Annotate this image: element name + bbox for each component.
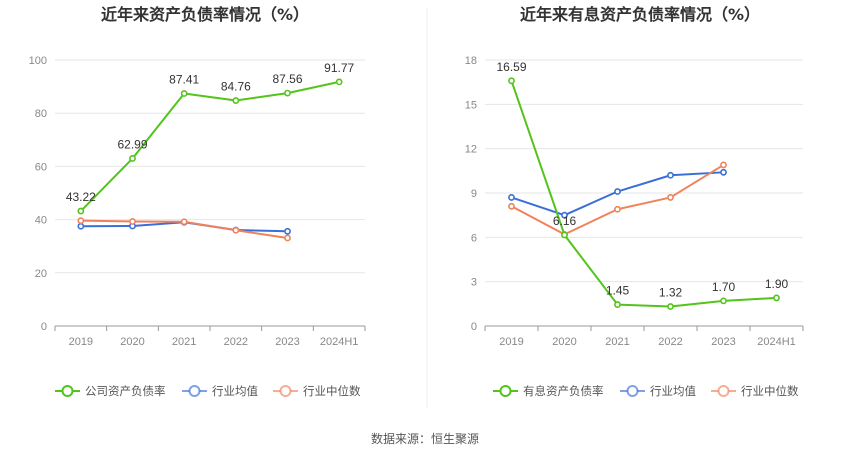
y-tick-label: 6 [471,232,477,244]
data-point[interactable] [232,97,240,104]
legend-item-industry-mean[interactable]: 行业均值 [620,384,696,398]
data-point[interactable] [284,89,291,97]
data-point[interactable] [561,231,568,239]
x-tick-label: 2023 [711,336,735,348]
data-label: 84.76 [221,80,251,94]
legend-marker [499,385,512,397]
legend-item-industry-median[interactable]: 行业中位数 [711,384,799,398]
y-tick-label: 9 [471,188,477,200]
y-tick-label: 15 [465,99,477,111]
x-tick-label: 2019 [69,336,93,348]
data-point[interactable] [284,227,291,235]
x-tick-label: 2019 [499,336,523,348]
data-label: 1.45 [606,284,630,298]
legend-item-main[interactable]: 公司资产负债率 [55,384,166,398]
data-point[interactable] [508,77,515,85]
y-tick-label: 0 [41,321,47,333]
x-tick-label: 2024H1 [757,336,796,348]
y-tick-label: 12 [465,144,477,156]
legend-item-industry-median[interactable]: 行业中位数 [273,384,361,398]
chart-panel-interest-debt-ratio: 近年来有息资产负债率情况（%） 0 3 6 9 12 15 18 2019 2020 2021 202… [465,5,804,398]
x-tick-label: 2021 [605,336,629,348]
y-tick-label: 20 [35,268,47,280]
y-tick-label: 60 [35,161,47,173]
data-point[interactable] [614,188,621,195]
data-point[interactable] [720,168,727,176]
legend-marker [188,385,201,397]
x-tick-label: 2021 [172,336,196,348]
data-label: 87.41 [169,72,199,86]
y-tick-label: 100 [29,55,47,67]
x-tick-label: 2022 [658,336,682,348]
x-tick-label: 2022 [224,336,248,348]
data-label: 1.90 [765,277,789,291]
data-point[interactable] [77,207,85,215]
data-point[interactable] [284,234,291,242]
chart-title-interest-debt: 近年来有息资产负债率情况（%） [520,5,760,24]
data-point[interactable] [667,194,674,201]
data-label: 1.70 [712,280,736,294]
y-tick-label: 18 [465,55,477,67]
series-line-main [80,80,340,212]
y-tick-label: 80 [35,108,47,120]
legend-item-industry-mean[interactable]: 行业均值 [182,384,258,398]
data-label: 91.77 [324,61,354,75]
y-tick-label: 0 [471,321,477,333]
series-line-main [510,80,777,308]
legend-label: 行业中位数 [303,384,361,398]
data-point[interactable] [508,194,515,201]
chart-title-debt: 近年来资产负债率情况（%） [101,5,309,24]
legend-label: 有息资产负债率 [523,384,604,398]
data-point[interactable] [720,161,727,169]
legend-marker [279,385,292,397]
data-point[interactable] [561,211,568,219]
data-point[interactable] [232,226,240,234]
data-label: 16.59 [496,60,526,74]
legend-label: 行业均值 [212,384,258,398]
data-point[interactable] [614,301,621,308]
y-tick-label: 40 [35,215,47,227]
x-tick-label: 2020 [120,336,144,348]
data-point[interactable] [335,78,343,86]
data-point[interactable] [508,202,515,210]
data-point[interactable] [180,90,188,97]
legend-marker [717,385,730,397]
legend-label: 公司资产负债率 [85,384,166,398]
legend-item-main[interactable]: 有息资产负债率 [493,384,604,398]
data-point[interactable] [667,171,674,179]
legend-label: 行业中位数 [741,384,799,398]
data-label: 87.56 [272,72,302,86]
x-tick-label: 2023 [275,336,299,348]
x-tick-label: 2024H1 [320,336,359,348]
source-text: 数据来源：恒生聚源 [371,431,479,446]
data-point[interactable] [720,297,727,305]
data-label: 43.22 [66,190,96,204]
legend-label: 行业均值 [650,384,696,398]
data-point[interactable] [180,218,188,226]
data-point[interactable] [129,218,136,225]
data-point[interactable] [77,217,85,225]
y-tick-label: 3 [471,277,477,289]
data-point[interactable] [77,222,85,230]
data-label: 1.32 [659,285,683,299]
data-label: 62.99 [117,137,147,151]
data-point[interactable] [773,294,780,302]
x-tick-label: 2020 [552,336,576,348]
chart-panel-debt-ratio: 近年来资产负债率情况（%） 0 20 40 60 80 100 2019 2020 2021 202… [29,5,366,398]
data-point[interactable] [129,155,136,162]
data-label: 6.16 [553,214,577,228]
legend-marker [61,385,74,397]
data-point[interactable] [614,205,621,213]
data-point[interactable] [667,303,674,310]
legend-marker [626,385,639,397]
